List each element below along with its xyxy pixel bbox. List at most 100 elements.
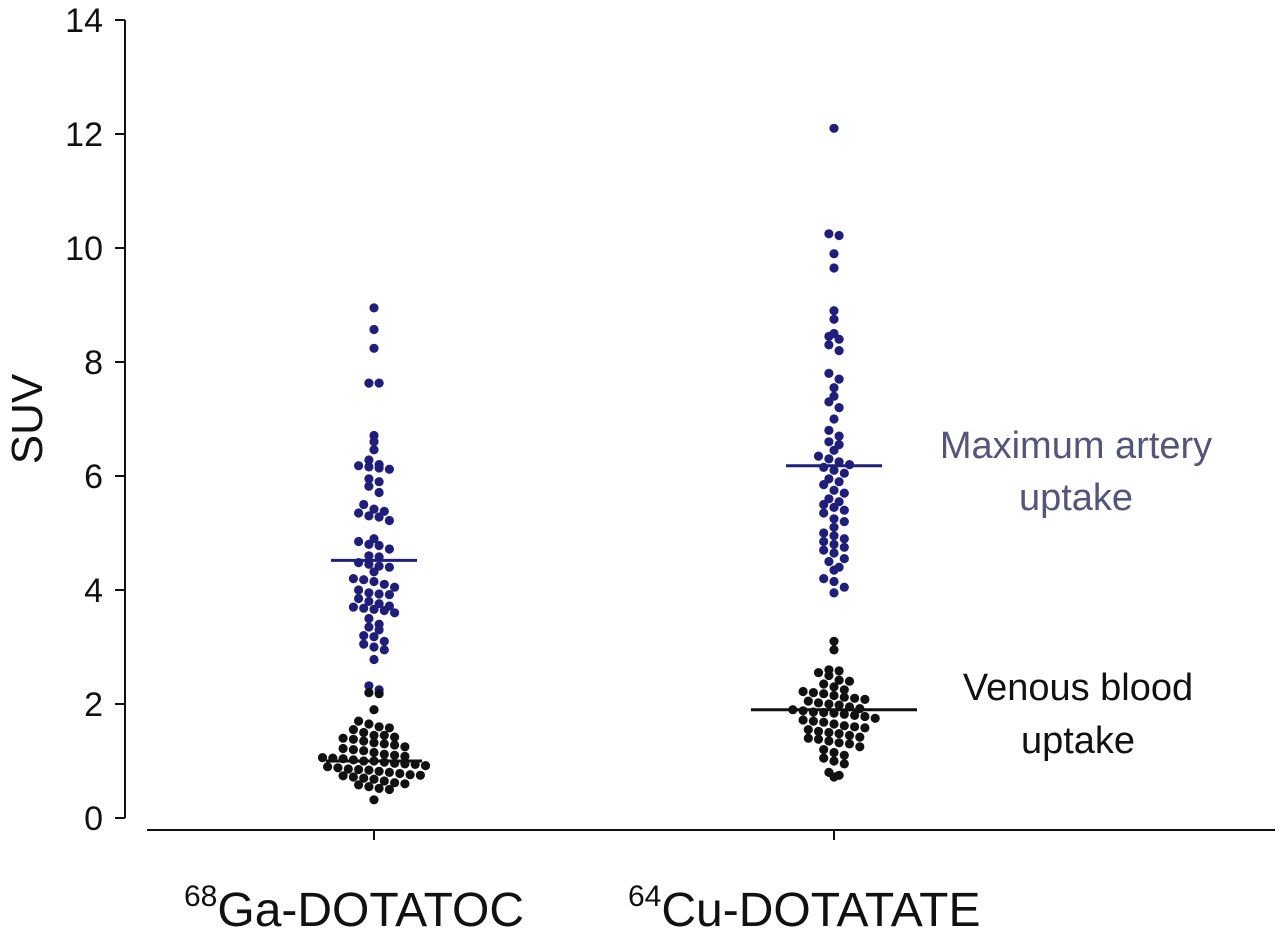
venous-point (364, 688, 374, 698)
venous-point (844, 739, 855, 749)
venous-point (824, 736, 834, 746)
artery-point (364, 474, 374, 484)
venous-point (369, 774, 379, 784)
y-tick-label: 6 (84, 458, 103, 496)
artery-point (839, 488, 849, 498)
artery-point (824, 425, 834, 435)
artery-point (374, 378, 384, 388)
venous-point (400, 779, 410, 789)
artery-point (819, 462, 829, 472)
artery-point (829, 502, 839, 512)
x-category-label: 68Ga-DOTATOC (184, 880, 524, 929)
venous-point (359, 746, 369, 756)
venous-point (323, 762, 333, 772)
median-lines (326, 464, 917, 763)
artery-point (839, 505, 849, 515)
artery-point (819, 499, 829, 510)
venous-point (824, 727, 834, 738)
artery-point (359, 499, 369, 510)
venous-point (379, 730, 389, 741)
artery-point (384, 544, 394, 554)
artery-point (369, 303, 379, 313)
venous-point (803, 725, 813, 735)
artery-point (829, 414, 839, 424)
venous-point (395, 768, 405, 779)
venous-point (839, 759, 849, 769)
venous-point (834, 729, 844, 739)
artery-point (839, 542, 849, 552)
venous-point (819, 717, 829, 727)
artery-point (369, 324, 379, 335)
venous-point (855, 742, 865, 752)
artery-point (364, 613, 374, 624)
venous-point (819, 679, 829, 689)
venous-point (390, 740, 400, 750)
artery-point (354, 585, 364, 595)
y-tick-label: 12 (65, 116, 103, 154)
artery-point (834, 403, 844, 413)
venous-point (369, 730, 379, 741)
artery-point (824, 397, 834, 407)
venous-annotation: uptake (1021, 720, 1135, 762)
artery-point (824, 556, 834, 567)
isotope-superscript: 64 (628, 880, 661, 913)
venous-point (364, 765, 374, 775)
venous-point (338, 733, 348, 743)
artery-point (354, 461, 364, 471)
artery-point (829, 465, 839, 475)
venous-point (829, 747, 839, 758)
venous-point (808, 716, 819, 726)
venous-point (338, 743, 348, 754)
artery-point (369, 632, 379, 642)
venous-point (364, 782, 374, 792)
artery-point (829, 548, 839, 558)
artery-point (384, 464, 394, 474)
venous-point (405, 770, 415, 780)
y-tick-label: 4 (84, 572, 103, 610)
venous-point (860, 694, 870, 705)
venous-point (359, 736, 369, 746)
data-points (317, 123, 880, 805)
venous-point (390, 732, 400, 742)
artery-point (369, 654, 379, 665)
artery-point (839, 534, 849, 544)
venous-point (819, 745, 829, 755)
venous-point (374, 689, 384, 699)
venous-point (359, 773, 369, 783)
artery-point (829, 539, 839, 550)
venous-point (369, 747, 379, 758)
venous-point (829, 645, 839, 655)
artery-point (384, 515, 394, 526)
venous-point (813, 698, 824, 708)
artery-point (819, 528, 829, 538)
artery-point (348, 602, 358, 612)
tracer-name: Cu-DOTATATE (661, 884, 980, 929)
artery-point (364, 462, 374, 472)
venous-point (839, 685, 849, 695)
artery-point (359, 639, 369, 649)
artery-point (829, 531, 839, 541)
artery-point (834, 334, 844, 344)
artery-point (829, 383, 839, 393)
artery-point (359, 631, 369, 641)
artery-point (348, 574, 358, 584)
venous-point (379, 776, 389, 786)
venous-point (354, 716, 364, 726)
venous-point (844, 730, 855, 741)
venous-point (839, 692, 849, 702)
artery-point (369, 343, 379, 353)
venous-point (813, 668, 824, 678)
artery-point (839, 582, 849, 592)
venous-point (384, 784, 394, 795)
venous-point (850, 722, 860, 732)
artery-point (364, 455, 374, 465)
artery-point (839, 554, 849, 564)
artery-point (824, 437, 834, 447)
venous-point (384, 723, 394, 733)
artery-point (384, 562, 394, 572)
venous-point (839, 750, 849, 760)
venous-point (379, 749, 389, 759)
artery-point (829, 123, 839, 133)
artery-point (359, 603, 369, 613)
